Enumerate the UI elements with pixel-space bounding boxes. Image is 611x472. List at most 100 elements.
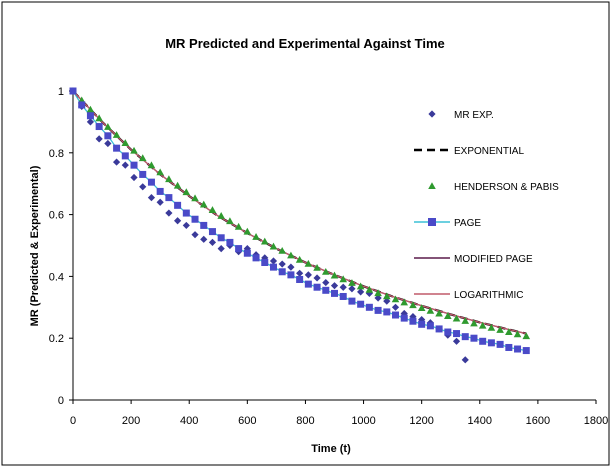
x-tick-label: 1800 bbox=[584, 415, 608, 427]
data-point bbox=[487, 323, 496, 331]
data-point bbox=[470, 334, 478, 342]
data-point bbox=[104, 132, 112, 140]
data-point bbox=[296, 275, 304, 283]
legend-item: HENDERSON & PABIS bbox=[428, 182, 559, 193]
data-point bbox=[86, 105, 95, 113]
data-point bbox=[287, 263, 295, 271]
y-tick-label: 0.8 bbox=[49, 148, 64, 160]
data-point bbox=[182, 188, 191, 196]
data-point bbox=[365, 289, 373, 297]
data-point bbox=[243, 249, 251, 257]
data-point bbox=[444, 312, 452, 319]
data-point bbox=[418, 316, 426, 324]
data-point bbox=[461, 317, 470, 324]
data-point bbox=[199, 200, 208, 208]
data-point bbox=[330, 282, 339, 290]
data-point bbox=[470, 319, 478, 327]
data-point bbox=[191, 215, 199, 223]
x-tick-label: 1600 bbox=[526, 415, 550, 427]
y-tick-label: 0.2 bbox=[49, 333, 64, 345]
data-point bbox=[95, 114, 103, 122]
data-point bbox=[139, 170, 147, 178]
data-point bbox=[304, 271, 312, 279]
data-point bbox=[121, 161, 129, 169]
plot-series bbox=[69, 87, 531, 364]
data-point bbox=[392, 311, 400, 319]
data-point bbox=[182, 221, 190, 230]
data-point bbox=[217, 234, 225, 242]
data-point bbox=[409, 301, 417, 309]
x-tick-label: 0 bbox=[70, 415, 76, 427]
legend-label: MODIFIED PAGE bbox=[454, 254, 533, 265]
data-point bbox=[357, 288, 365, 296]
legend-item: EXPONENTIAL bbox=[414, 146, 524, 157]
data-point bbox=[104, 123, 112, 130]
data-point bbox=[86, 112, 94, 120]
data-point bbox=[487, 339, 495, 347]
x-tick-label: 200 bbox=[122, 415, 140, 427]
y-axis-label: MR (Predicted & Experimental) bbox=[29, 165, 41, 326]
data-point bbox=[435, 325, 443, 333]
data-point bbox=[383, 292, 391, 300]
data-point bbox=[304, 259, 313, 267]
data-point bbox=[95, 123, 103, 131]
data-point bbox=[374, 294, 382, 302]
x-tick-label: 800 bbox=[296, 415, 314, 427]
chart-title: MR Predicted and Experimental Against Ti… bbox=[165, 36, 445, 51]
data-point bbox=[348, 279, 356, 286]
data-point bbox=[156, 168, 164, 176]
data-point bbox=[400, 298, 409, 306]
legend-label: PAGE bbox=[454, 218, 481, 229]
data-point bbox=[339, 292, 347, 300]
data-point bbox=[478, 321, 487, 329]
data-point bbox=[513, 330, 522, 338]
data-point bbox=[417, 304, 426, 311]
data-point bbox=[374, 289, 382, 297]
data-point bbox=[435, 309, 443, 317]
data-point bbox=[208, 228, 216, 236]
data-point bbox=[269, 257, 278, 265]
data-point bbox=[147, 178, 155, 186]
legend-swatch bbox=[428, 182, 436, 190]
data-point bbox=[121, 139, 130, 146]
legend-item: MODIFIED PAGE bbox=[414, 254, 533, 265]
data-point bbox=[147, 161, 156, 169]
data-point bbox=[505, 328, 513, 336]
data-point bbox=[217, 244, 225, 253]
data-point bbox=[400, 314, 408, 322]
data-point bbox=[278, 246, 286, 254]
data-point bbox=[200, 221, 208, 229]
data-point bbox=[217, 212, 225, 219]
data-point bbox=[226, 217, 234, 225]
data-point bbox=[112, 158, 121, 166]
data-point bbox=[182, 209, 190, 217]
y-axis-ticks: 0 0.2 0.4 0.6 0.8 1 bbox=[49, 86, 73, 407]
data-point bbox=[496, 326, 504, 333]
legend-label: LOGARITHMIC bbox=[454, 290, 523, 301]
data-point bbox=[269, 242, 278, 250]
x-tick-label: 1200 bbox=[409, 415, 433, 427]
data-point bbox=[269, 263, 277, 271]
data-point bbox=[383, 297, 391, 305]
legend-label: HENDERSON & PABIS bbox=[454, 182, 559, 193]
data-point bbox=[295, 255, 304, 263]
x-axis-ticks: 0 200 400 600 800 1000 1200 1400 1600 1800 bbox=[70, 400, 608, 427]
data-point bbox=[130, 173, 138, 182]
data-point bbox=[383, 308, 391, 316]
data-point bbox=[331, 289, 338, 297]
data-point bbox=[165, 194, 173, 202]
data-point bbox=[165, 175, 173, 183]
data-point bbox=[191, 231, 199, 239]
data-point bbox=[208, 206, 217, 214]
data-point bbox=[391, 303, 400, 311]
data-point bbox=[252, 233, 260, 240]
data-point bbox=[426, 322, 434, 330]
data-point bbox=[426, 306, 435, 314]
data-point bbox=[322, 286, 330, 294]
data-point bbox=[156, 187, 164, 195]
data-point bbox=[522, 332, 531, 340]
data-point bbox=[452, 314, 461, 322]
